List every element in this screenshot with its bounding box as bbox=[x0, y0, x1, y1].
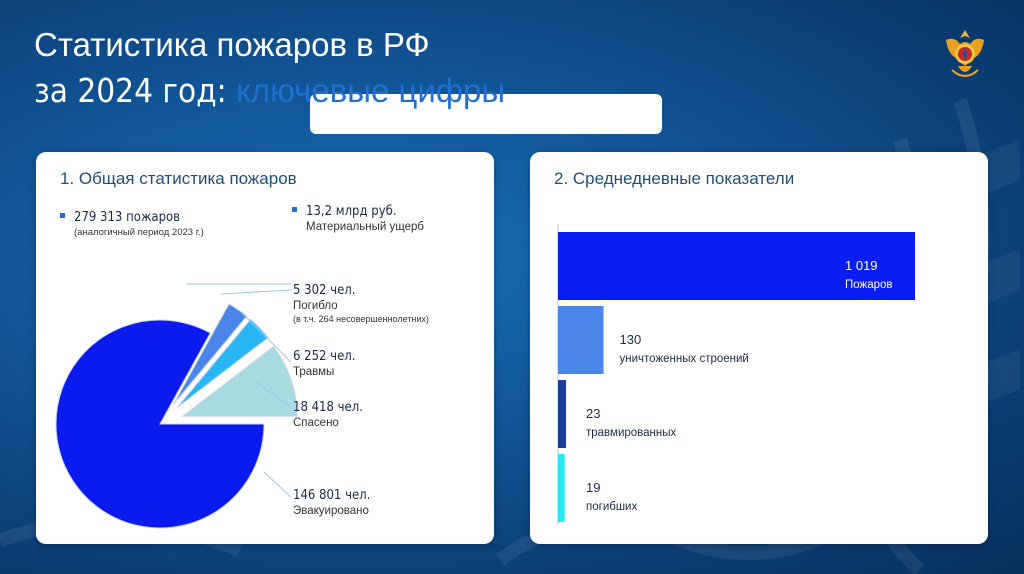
leader-line-rescued bbox=[255, 381, 292, 408]
bar-value-label: 1 019 bbox=[845, 258, 878, 273]
stat-evacuated: 146 801 чел. Эвакуировано bbox=[293, 488, 370, 517]
bullet-icon bbox=[60, 213, 65, 219]
bar-value-label: 19 bbox=[586, 480, 600, 495]
slide-title-highlight: ключевые цифры bbox=[236, 72, 506, 109]
bar-injured bbox=[558, 380, 567, 448]
stat-deaths-sub: (в т.ч. 264 несовершеннолетних) bbox=[293, 314, 429, 324]
leader-line-evacuated bbox=[263, 471, 292, 498]
stat-evacuated-value: 146 801 чел. bbox=[293, 488, 371, 503]
general-stats-title: 1. Общая статистика пожаров bbox=[60, 169, 297, 188]
stat-damage-value: 13,2 млрд руб. bbox=[306, 204, 397, 219]
stat-injuries-label: Травмы bbox=[293, 366, 335, 378]
leader-line-deaths-2 bbox=[220, 289, 292, 295]
stat-injuries: 6 252 чел. Травмы bbox=[293, 349, 356, 378]
pie-slice-deaths bbox=[173, 303, 248, 405]
stat-fires-value: 279 313 пожаров bbox=[74, 210, 181, 225]
stat-damage-label: Материальный ущерб bbox=[306, 221, 424, 233]
leader-line-injuries bbox=[240, 311, 292, 363]
pie-chart bbox=[55, 283, 298, 529]
stat-injuries-value: 6 252 чел. bbox=[293, 349, 356, 364]
stat-deaths: 5 302 чел. Погибло (в т.ч. 264 несоверше… bbox=[293, 283, 429, 324]
stat-fires: 279 313 пожаров (аналогичный период 2023… bbox=[60, 209, 204, 238]
stat-rescued-value: 18 418 чел. bbox=[293, 400, 363, 415]
bar-fires bbox=[558, 232, 915, 300]
stat-deaths-value: 5 302 чел. bbox=[293, 283, 356, 298]
stat-damage: 13,2 млрд руб. Материальный ущерб bbox=[292, 203, 424, 233]
bar-destroyed-buildings bbox=[558, 306, 604, 374]
bar-value-label: 23 bbox=[586, 406, 600, 421]
slide-title-line2: за 2024 год: ключевые цифры bbox=[34, 68, 505, 114]
pie-slice-rescued bbox=[181, 345, 298, 417]
pie-slice-injuries bbox=[176, 318, 269, 408]
stat-fires-label: (аналогичный период 2023 г.) bbox=[74, 227, 204, 238]
title-highlight-box bbox=[310, 94, 662, 134]
emblem-icon bbox=[946, 30, 984, 77]
slide-title-line1: Статистика пожаров в РФ bbox=[34, 26, 430, 63]
pie-slice-evacuated bbox=[55, 319, 265, 529]
general-stats-card: 1. Общая статистика пожаров 279 313 пожа… bbox=[36, 152, 494, 544]
bar-category-label: травмированных bbox=[586, 427, 677, 439]
bar-value-label: 130 bbox=[620, 332, 642, 347]
daily-stats-card: 2. Среднедневные показатели 1 019 Пожаров… bbox=[530, 152, 988, 544]
bar-category-label: погибших bbox=[586, 501, 637, 513]
bar-chart: 1 019 Пожаров 130 уничтоженных строений 23 тр… bbox=[557, 224, 915, 524]
bullet-icon bbox=[292, 207, 297, 213]
stat-evacuated-label: Эвакуировано bbox=[293, 505, 369, 517]
stat-rescued-label: Спасено bbox=[293, 417, 339, 429]
slide-title: Статистика пожаров в РФ за 2024 год: клю… bbox=[34, 22, 662, 134]
stat-deaths-label: Погибло bbox=[293, 300, 338, 312]
daily-stats-title: 2. Среднедневные показатели bbox=[554, 169, 795, 188]
bar-category-label: уничтоженных строений bbox=[620, 353, 749, 365]
stat-rescued: 18 418 чел. Спасено bbox=[293, 400, 363, 429]
bar-category-label: Пожаров bbox=[845, 279, 893, 291]
bar-deaths bbox=[558, 454, 565, 522]
slide-title-line2-prefix: за 2024 год: bbox=[34, 71, 237, 110]
